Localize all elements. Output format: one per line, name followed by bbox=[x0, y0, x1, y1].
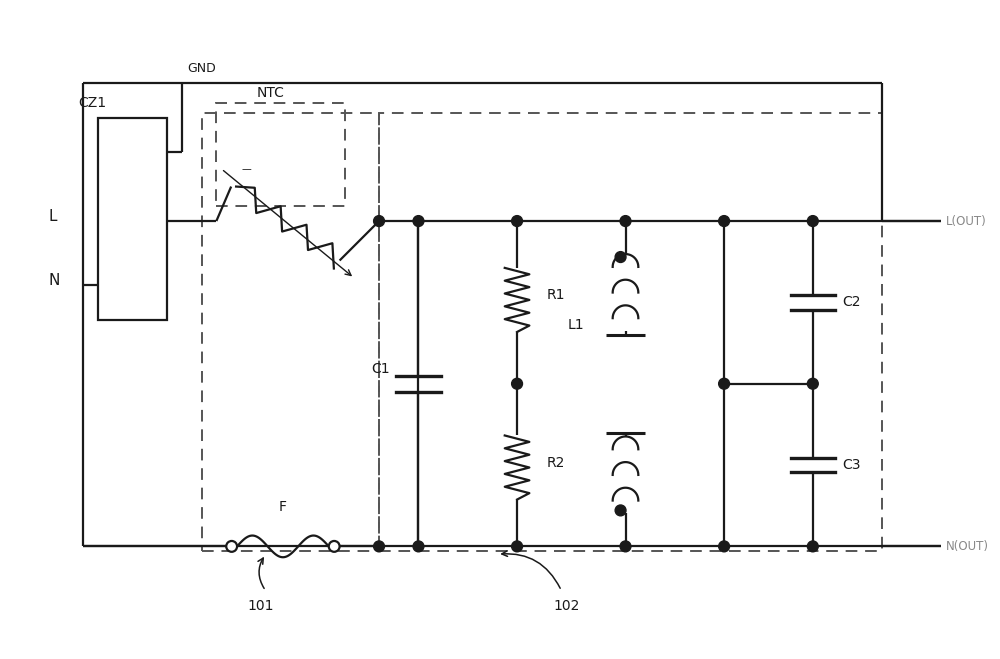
Bar bbox=[98, 117, 167, 320]
Text: NTC: NTC bbox=[257, 86, 285, 100]
Circle shape bbox=[512, 378, 522, 389]
Text: R1: R1 bbox=[547, 288, 565, 302]
Text: 101: 101 bbox=[247, 598, 274, 612]
Circle shape bbox=[512, 541, 522, 552]
Circle shape bbox=[719, 215, 730, 227]
Circle shape bbox=[620, 215, 631, 227]
Text: —: — bbox=[241, 164, 251, 174]
Circle shape bbox=[807, 378, 818, 389]
Circle shape bbox=[226, 541, 237, 552]
Bar bbox=[379, 113, 882, 552]
Text: 2: 2 bbox=[119, 216, 126, 226]
Text: 3: 3 bbox=[119, 147, 126, 157]
Circle shape bbox=[807, 215, 818, 227]
Circle shape bbox=[807, 541, 818, 552]
Circle shape bbox=[512, 215, 522, 227]
Text: R2: R2 bbox=[547, 455, 565, 470]
Circle shape bbox=[615, 252, 626, 262]
Text: L: L bbox=[49, 209, 57, 223]
Text: L(OUT): L(OUT) bbox=[946, 215, 987, 227]
Circle shape bbox=[329, 541, 340, 552]
Text: N(OUT): N(OUT) bbox=[946, 540, 989, 553]
Text: C3: C3 bbox=[842, 458, 861, 472]
Text: N: N bbox=[49, 273, 60, 288]
Text: GND: GND bbox=[187, 62, 216, 74]
Bar bbox=[202, 113, 379, 552]
Text: C2: C2 bbox=[842, 295, 861, 309]
Circle shape bbox=[719, 541, 730, 552]
Text: 102: 102 bbox=[553, 598, 580, 612]
Circle shape bbox=[615, 505, 626, 516]
Circle shape bbox=[374, 215, 384, 227]
Bar bbox=[216, 103, 345, 206]
Text: 1: 1 bbox=[119, 280, 126, 290]
Text: C1: C1 bbox=[372, 362, 390, 376]
Circle shape bbox=[374, 541, 384, 552]
Text: CZ1: CZ1 bbox=[78, 96, 106, 110]
Circle shape bbox=[413, 215, 424, 227]
Circle shape bbox=[413, 541, 424, 552]
Text: L1: L1 bbox=[568, 318, 585, 331]
Circle shape bbox=[719, 378, 730, 389]
Circle shape bbox=[620, 541, 631, 552]
Text: F: F bbox=[279, 500, 287, 514]
